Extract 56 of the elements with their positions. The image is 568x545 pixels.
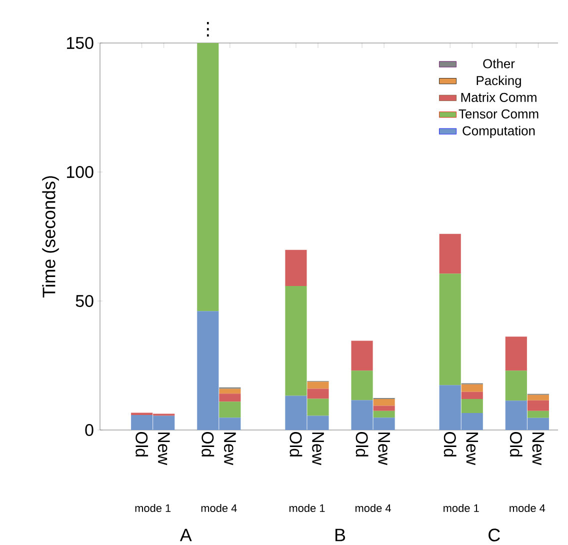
- x-tick-label: Old: [290, 432, 302, 456]
- text: B: [336, 528, 346, 542]
- bar: [461, 384, 483, 392]
- x-tick-label: New: [532, 432, 544, 466]
- x-tick-label: Old: [202, 432, 214, 456]
- bar: [219, 402, 241, 418]
- bar: [307, 398, 329, 416]
- bar: [527, 400, 549, 411]
- bar: [461, 392, 483, 400]
- bar: [285, 286, 307, 396]
- text: mode 1: [289, 504, 325, 512]
- text: mode 4: [510, 504, 546, 512]
- bar: [461, 399, 483, 413]
- text: A: [180, 528, 192, 542]
- bar: [351, 340, 373, 371]
- y-tick-label: 0: [85, 424, 94, 436]
- text: mode 4: [356, 504, 391, 512]
- bar: [219, 394, 241, 402]
- y-tick-label: 150: [67, 37, 94, 49]
- bar: [439, 274, 461, 386]
- text: mode 1: [444, 504, 479, 512]
- x-tick-label: Old: [444, 432, 456, 456]
- text: mode 1: [135, 504, 171, 512]
- x-tick-label: Old: [510, 432, 522, 456]
- text: mode 4: [201, 504, 237, 512]
- bar: [307, 382, 329, 389]
- y-tick-label: 50: [76, 295, 94, 307]
- y-tick-label: 100: [67, 166, 94, 178]
- x-tick-label: Old: [356, 432, 368, 456]
- x-tick-label: New: [312, 432, 324, 466]
- x-tick-label: New: [224, 432, 236, 466]
- bar: [197, 42, 219, 312]
- legend-label: Matrix Comm: [461, 92, 536, 102]
- bar: [285, 250, 307, 286]
- bar: [373, 406, 395, 411]
- legend-label: Packing: [476, 76, 521, 88]
- legend-label: Computation: [462, 126, 535, 138]
- bar: [351, 370, 373, 400]
- bar: [527, 410, 549, 418]
- x-tick-label: Old: [136, 432, 148, 456]
- legend-label: Other: [483, 58, 515, 68]
- x-tick-label: New: [158, 432, 170, 466]
- x-tick-label: New: [466, 432, 478, 466]
- bar: [307, 388, 329, 399]
- text: ⋮: [206, 22, 209, 36]
- legend-label: Tensor Comm: [458, 109, 538, 119]
- bar: [505, 336, 527, 371]
- bar: [373, 399, 395, 406]
- bar: [527, 394, 549, 400]
- bar: [505, 370, 527, 401]
- bar: [219, 388, 241, 394]
- bar: [373, 410, 395, 418]
- y-axis-title: Time (seconds): [42, 176, 59, 298]
- bar: [439, 234, 461, 274]
- x-tick-label: New: [378, 432, 390, 466]
- text: C: [488, 528, 500, 542]
